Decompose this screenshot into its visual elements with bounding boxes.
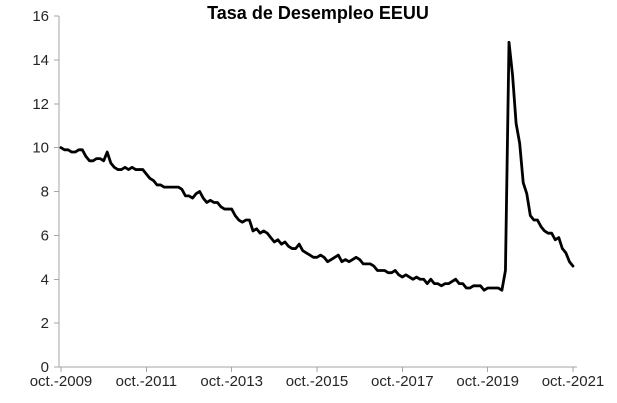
unemployment-line [59,40,575,292]
y-tick-label: 16 [32,8,49,25]
x-tick-label: oct.-2009 [30,373,93,390]
y-tick-label: 6 [41,227,49,244]
x-tick-label: oct.-2015 [286,373,349,390]
x-tick-label: oct.-2021 [542,373,605,390]
x-tick-label: oct.-2013 [200,373,263,390]
y-tick-label: 4 [41,271,49,288]
x-tick-label: oct.-2019 [456,373,519,390]
y-tick-label: 8 [41,184,49,201]
y-tick-label: 10 [32,140,49,157]
x-tick-label: oct.-2017 [371,373,434,390]
x-tick-label: oct.-2011 [116,373,177,390]
y-tick-label: 14 [32,52,49,69]
chart-title: Tasa de Desempleo EEUU [207,3,429,23]
y-tick-label: 12 [32,96,49,113]
y-tick-label: 0 [41,359,49,376]
y-tick-label: 2 [41,315,49,332]
